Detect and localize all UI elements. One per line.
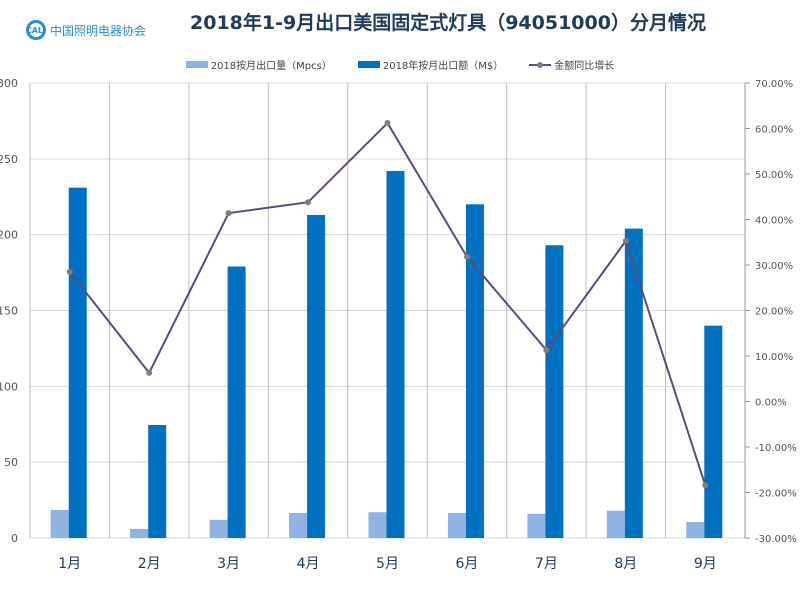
y-right-tick-label: 0.00% xyxy=(755,398,787,409)
line-point xyxy=(384,120,391,127)
y-right-tick-label: 50.00% xyxy=(755,170,793,181)
x-tick-label: 8月 xyxy=(614,556,637,572)
y-left-tick-label: 50 xyxy=(4,456,18,469)
logo-text: 中国照明电器协会 xyxy=(50,23,147,38)
legend-swatch xyxy=(529,61,552,68)
bar xyxy=(606,510,625,538)
bar xyxy=(50,509,69,538)
line-point xyxy=(702,482,709,489)
bar xyxy=(686,522,705,538)
y-right-tick-label: 40.00% xyxy=(755,216,793,227)
y-left-tick-label: 200 xyxy=(0,229,18,242)
bar xyxy=(209,519,228,538)
bar xyxy=(545,245,564,539)
y-left-tick-label: 150 xyxy=(0,305,18,318)
bar xyxy=(527,513,546,538)
line-point xyxy=(66,268,73,275)
line-point xyxy=(622,237,629,244)
line-point xyxy=(225,210,232,217)
x-tick-label: 2月 xyxy=(138,556,161,572)
y-right-tick-label: -20.00% xyxy=(755,489,797,500)
y-right-tick-label: -10.00% xyxy=(755,443,797,454)
legend-item: 2018年按月出口额（M$） xyxy=(357,57,504,72)
bar xyxy=(130,528,149,538)
x-tick-label: 9月 xyxy=(694,556,717,572)
bar xyxy=(68,187,87,538)
y-left-tick-label: 250 xyxy=(0,153,18,166)
y-right-tick-label: 10.00% xyxy=(755,352,793,363)
x-tick-label: 5月 xyxy=(376,556,399,572)
line-point xyxy=(463,253,470,260)
bar xyxy=(148,425,167,538)
bar xyxy=(227,266,246,538)
x-tick-label: 7月 xyxy=(535,556,558,572)
legend-item: 2018按月出口量（Mpcs） xyxy=(185,57,332,72)
line-point xyxy=(146,369,153,376)
line-point xyxy=(543,347,550,354)
y-left-tick-label: 0 xyxy=(11,532,18,545)
legend-item: 金额同比增长 xyxy=(529,57,614,72)
logo: CALI 中国照明电器协会 xyxy=(26,20,146,40)
logo-mark: CALI xyxy=(26,20,46,40)
legend-label: 2018年按月出口额（M$） xyxy=(382,61,504,72)
y-left-tick-label: 300 xyxy=(0,77,18,90)
y-left-tick-label: 100 xyxy=(0,380,18,393)
y-right-tick-label: 30.00% xyxy=(755,261,793,272)
y-right-tick-label: -30.00% xyxy=(755,534,797,545)
bar xyxy=(465,204,484,539)
x-tick-label: 1月 xyxy=(58,556,81,572)
bar xyxy=(704,325,723,538)
y-right-tick-label: 60.00% xyxy=(755,125,793,136)
bar xyxy=(447,512,466,538)
legend: 2018按月出口量（Mpcs） 2018年按月出口额（M$） 金额同比增长 xyxy=(0,57,800,72)
y-right-tick-label: 20.00% xyxy=(755,307,793,318)
y-right-tick-label: 70.00% xyxy=(755,79,793,90)
x-tick-label: 6月 xyxy=(455,556,478,572)
legend-swatch xyxy=(185,61,208,68)
x-tick-label: 3月 xyxy=(217,556,240,572)
chart-title: 2018年1-9月出口美国固定式灯具（94051000）分月情况 xyxy=(190,12,706,34)
bar xyxy=(307,214,326,538)
bar xyxy=(386,170,405,538)
bar xyxy=(289,512,308,538)
legend-label: 2018按月出口量（Mpcs） xyxy=(210,61,332,72)
x-tick-label: 4月 xyxy=(297,556,320,572)
bar xyxy=(624,228,643,538)
legend-swatch xyxy=(357,61,380,68)
line-point xyxy=(305,199,312,206)
bar xyxy=(368,512,387,538)
legend-label: 金额同比增长 xyxy=(554,61,615,72)
